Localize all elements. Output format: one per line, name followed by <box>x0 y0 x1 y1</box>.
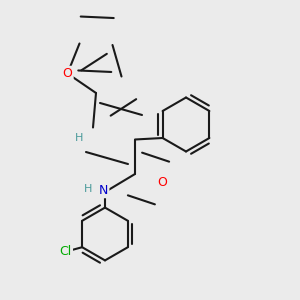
Text: Cl: Cl <box>59 245 72 258</box>
Text: H: H <box>75 133 84 143</box>
Text: N: N <box>99 184 108 197</box>
Text: O: O <box>63 67 72 80</box>
Text: H: H <box>84 184 93 194</box>
Text: O: O <box>157 176 167 190</box>
